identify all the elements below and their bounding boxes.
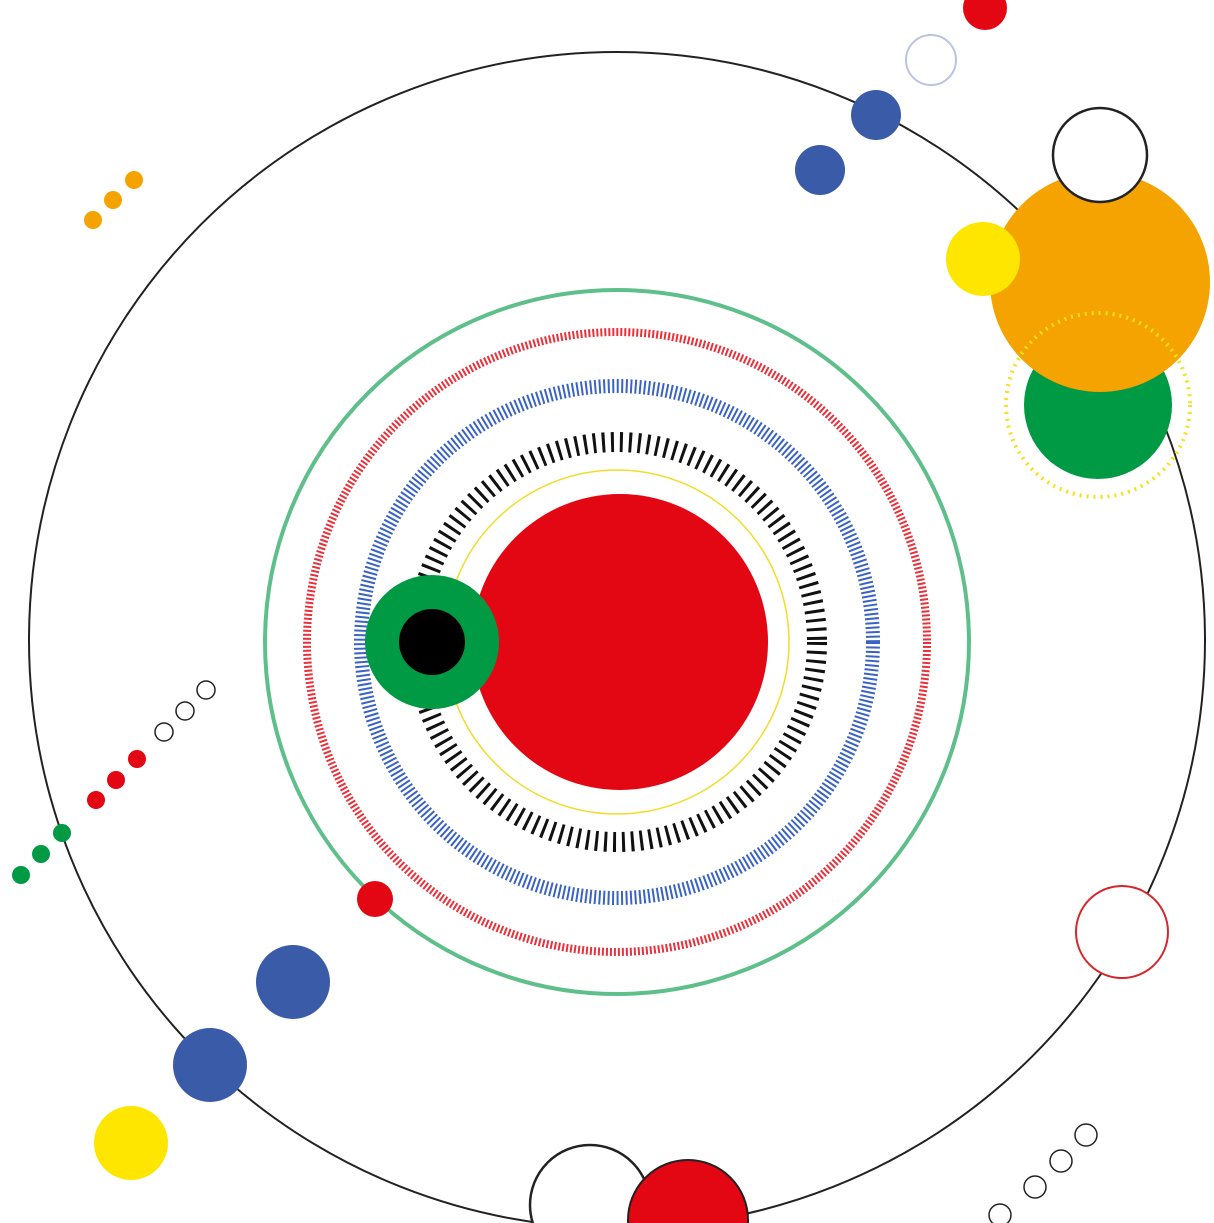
green-ring [263, 288, 971, 996]
blue-planet [795, 145, 845, 195]
red-planet [963, 0, 1007, 30]
open-dot [988, 1203, 1012, 1223]
tick-ring [407, 432, 827, 852]
dot [107, 771, 125, 789]
open-dot [154, 722, 174, 742]
blue-planet [173, 1028, 247, 1102]
dot [84, 211, 102, 229]
open-dot [175, 701, 195, 721]
red-ring [303, 328, 931, 956]
open-dot [1023, 1175, 1047, 1199]
open-dot [196, 680, 216, 700]
dotted-ring [1004, 311, 1192, 499]
blue-planet [851, 90, 901, 140]
yellow-planet [94, 1106, 168, 1180]
red-cloud [1075, 885, 1169, 979]
blue-ring [354, 379, 880, 905]
orange-planet [990, 172, 1210, 392]
red-planet [357, 881, 393, 917]
red-core [472, 494, 768, 790]
dot [104, 191, 122, 209]
open-dot [1049, 1149, 1073, 1173]
yellow-planet [946, 222, 1020, 296]
planets [94, 0, 1210, 1223]
dot [53, 824, 71, 842]
white-cloud [1051, 106, 1149, 204]
blue-planet [256, 945, 330, 1019]
outer-orbit [28, 51, 1206, 1223]
dot [12, 866, 30, 884]
dot [32, 845, 50, 863]
open-dot [1074, 1123, 1098, 1147]
dot [125, 171, 143, 189]
dot-rows [12, 171, 1098, 1223]
dot [128, 750, 146, 768]
open-planet [905, 34, 957, 86]
dot [87, 791, 105, 809]
black-core [399, 609, 465, 675]
red-cloud [627, 1159, 749, 1223]
